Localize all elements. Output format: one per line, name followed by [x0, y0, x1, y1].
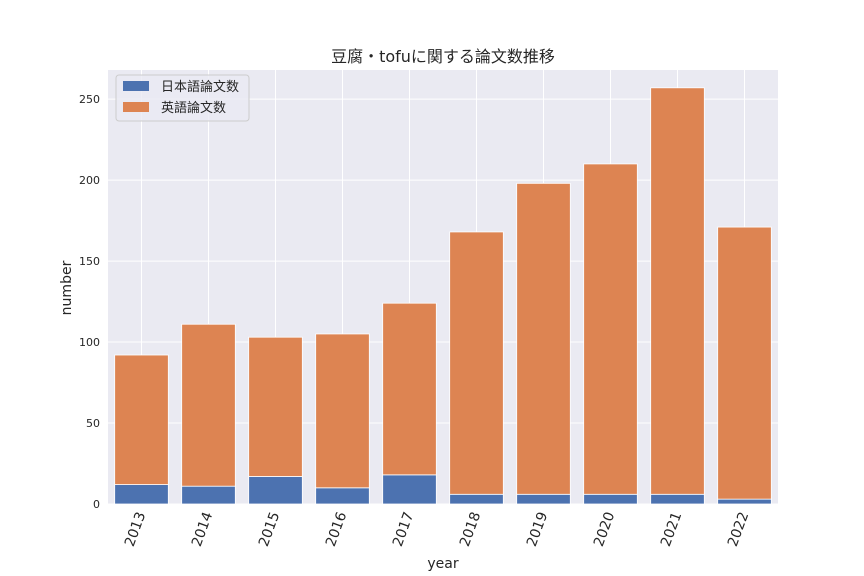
bar-japanese-papers	[315, 487, 370, 505]
y-axis-ticks: 0 50 100 150 200 250	[79, 93, 100, 511]
bar-japanese-papers	[114, 484, 169, 505]
legend-label: 日本語論文数	[161, 79, 239, 95]
y-tick-label: 50	[86, 417, 100, 430]
bar-english-papers	[449, 231, 504, 495]
bar-japanese-papers	[717, 498, 772, 505]
bars	[114, 87, 772, 505]
bar-english-papers	[382, 302, 437, 476]
bar-english-papers	[315, 333, 370, 489]
bar-english-papers	[650, 87, 705, 495]
chart-title: 豆腐・tofuに関する論文数推移	[331, 47, 555, 66]
bar-japanese-papers	[181, 485, 236, 505]
bar-english-papers	[114, 354, 169, 485]
bar-english-papers	[516, 182, 571, 495]
legend-swatch	[123, 102, 149, 112]
bar-english-papers	[248, 336, 303, 477]
legend-box	[115, 74, 250, 122]
bar-japanese-papers	[382, 474, 437, 505]
legend-label: 英語論文数	[161, 100, 226, 116]
bar-japanese-papers	[583, 493, 638, 505]
y-tick-label: 200	[79, 174, 100, 187]
bar-japanese-papers	[650, 493, 705, 505]
bar-english-papers	[583, 163, 638, 495]
y-tick-label: 0	[93, 498, 100, 511]
bar-japanese-papers	[248, 476, 303, 505]
bar-japanese-papers	[516, 493, 571, 505]
legend-swatch	[123, 81, 149, 91]
y-tick-label: 250	[79, 93, 100, 106]
bar-english-papers	[181, 323, 236, 487]
bar-japanese-papers	[449, 493, 504, 505]
y-tick-label: 100	[79, 336, 100, 349]
bar-english-papers	[717, 226, 772, 500]
y-axis-label: number	[59, 260, 75, 315]
x-axis-label: year	[427, 556, 458, 572]
y-tick-label: 150	[79, 255, 100, 268]
